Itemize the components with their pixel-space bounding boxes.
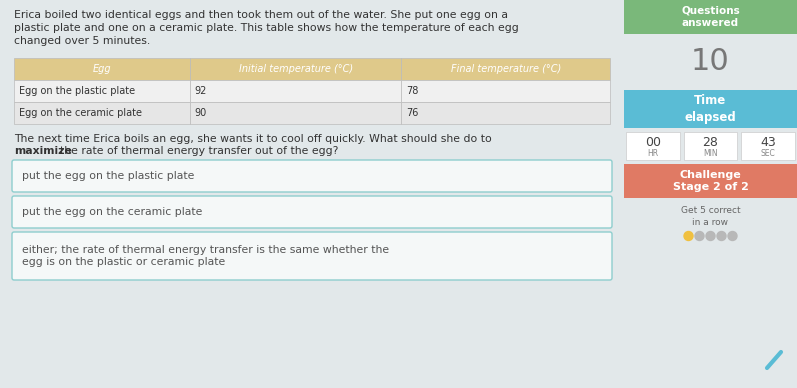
Text: Get 5 correct
in a row: Get 5 correct in a row (681, 206, 740, 227)
Text: changed over 5 minutes.: changed over 5 minutes. (14, 36, 151, 46)
Text: Final temperature (°C): Final temperature (°C) (450, 64, 561, 74)
Text: 76: 76 (406, 108, 418, 118)
Bar (402, 102, 610, 124)
Text: the rate of thermal energy transfer out of the egg?: the rate of thermal energy transfer out … (60, 146, 339, 156)
FancyBboxPatch shape (741, 132, 795, 160)
FancyBboxPatch shape (12, 232, 612, 280)
FancyBboxPatch shape (626, 132, 680, 160)
Text: Egg: Egg (92, 64, 112, 74)
Circle shape (728, 232, 737, 241)
Circle shape (695, 232, 704, 241)
Text: Time
elapsed: Time elapsed (685, 95, 736, 123)
Text: The next time Erica boils an egg, she wants it to cool off quickly. What should : The next time Erica boils an egg, she wa… (14, 134, 492, 144)
Text: plastic plate and one on a ceramic plate. This table shows how the temperature o: plastic plate and one on a ceramic plate… (14, 23, 519, 33)
Bar (14, 58, 190, 80)
Bar (190, 102, 402, 124)
FancyBboxPatch shape (684, 132, 737, 160)
Text: 00: 00 (645, 135, 661, 149)
Bar (402, 80, 610, 102)
Text: Challenge
Stage 2 of 2: Challenge Stage 2 of 2 (673, 170, 748, 192)
Bar (624, 164, 797, 198)
Bar (190, 58, 402, 80)
Text: 92: 92 (194, 86, 207, 96)
Text: 10: 10 (691, 47, 730, 76)
Bar (624, 0, 797, 388)
Bar (624, 0, 797, 34)
Text: 78: 78 (406, 86, 418, 96)
Circle shape (706, 232, 715, 241)
Text: put the egg on the plastic plate: put the egg on the plastic plate (22, 171, 194, 181)
Text: 90: 90 (194, 108, 207, 118)
Text: 43: 43 (760, 135, 776, 149)
Text: either; the rate of thermal energy transfer is the same whether the
egg is on th: either; the rate of thermal energy trans… (22, 244, 389, 267)
Circle shape (717, 232, 726, 241)
Text: MIN: MIN (703, 149, 718, 159)
Text: Egg on the ceramic plate: Egg on the ceramic plate (19, 108, 142, 118)
Text: Initial temperature (°C): Initial temperature (°C) (238, 64, 352, 74)
Text: put the egg on the ceramic plate: put the egg on the ceramic plate (22, 207, 202, 217)
Text: 28: 28 (703, 135, 718, 149)
Text: Erica boiled two identical eggs and then took them out of the water. She put one: Erica boiled two identical eggs and then… (14, 10, 508, 20)
FancyBboxPatch shape (12, 160, 612, 192)
Text: SEC: SEC (761, 149, 775, 159)
FancyBboxPatch shape (12, 196, 612, 228)
Text: Egg on the plastic plate: Egg on the plastic plate (19, 86, 135, 96)
Text: Questions
answered: Questions answered (681, 6, 740, 28)
Text: maximize: maximize (14, 146, 72, 156)
Bar (14, 80, 190, 102)
Text: HR: HR (647, 149, 658, 159)
Bar (624, 90, 797, 128)
Bar (190, 80, 402, 102)
Bar (402, 58, 610, 80)
Circle shape (684, 232, 693, 241)
Bar (14, 102, 190, 124)
